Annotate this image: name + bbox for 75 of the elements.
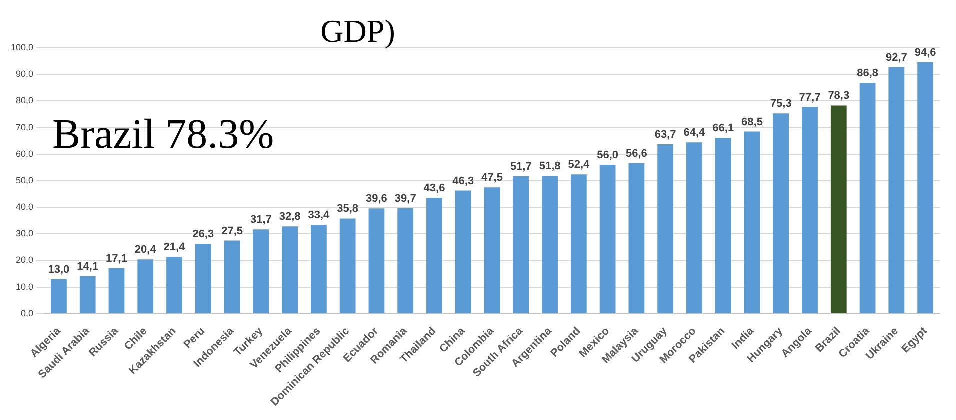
bar (80, 276, 96, 314)
bar (542, 176, 558, 314)
bar (253, 230, 270, 314)
data-label: 64,4 (684, 127, 706, 140)
bar (628, 163, 645, 314)
data-label: 68,5 (742, 116, 763, 128)
y-tick-label: 20,0 (16, 255, 34, 266)
bar (888, 67, 905, 314)
y-tick-label: 90,0 (16, 69, 34, 80)
data-label: 92,7 (886, 52, 908, 64)
bar (484, 188, 500, 314)
bar (802, 107, 818, 314)
bar (311, 225, 327, 314)
data-label: 47,5 (482, 172, 503, 184)
bar (686, 142, 702, 314)
y-tick-label: 0,0 (21, 308, 34, 318)
bar (918, 62, 934, 314)
data-label: 26,3 (192, 228, 214, 240)
data-label: 52,4 (568, 159, 590, 172)
bar (398, 208, 414, 314)
data-label: 39,6 (366, 193, 388, 206)
data-label: 94,6 (914, 46, 936, 59)
bar (166, 257, 182, 314)
data-label: 13,0 (48, 264, 70, 276)
data-label: 14,1 (77, 260, 99, 273)
data-label: 51,7 (510, 160, 532, 173)
bar (426, 198, 442, 314)
data-label: 75,3 (770, 98, 792, 110)
data-label: 77,7 (799, 92, 821, 104)
data-label: 86,8 (857, 68, 878, 80)
data-label: 63,7 (654, 129, 676, 142)
data-label: 32,8 (279, 211, 301, 224)
data-label: 78,3 (828, 90, 850, 102)
data-label: 66,1 (712, 122, 734, 135)
data-label: 51,8 (539, 160, 561, 173)
y-tick-label: 60,0 (16, 148, 34, 159)
bar (224, 240, 240, 314)
data-label: 27,5 (222, 225, 243, 238)
data-label: 20,4 (134, 244, 158, 256)
bar (570, 174, 587, 314)
y-tick-label: 70,0 (16, 122, 34, 132)
y-tick-label: 100,0 (10, 42, 34, 52)
chart-title: GDP) (320, 13, 396, 49)
data-label: 17,1 (106, 252, 128, 265)
data-label: 33,4 (308, 210, 331, 222)
bar (195, 244, 212, 314)
data-label: 35,8 (337, 203, 359, 216)
y-tick-label: 50,0 (16, 175, 34, 186)
data-label: 56,6 (626, 148, 648, 160)
y-tick-label: 10,0 (16, 282, 34, 292)
bar (282, 226, 298, 314)
data-label: 43,6 (424, 182, 446, 194)
data-label: 46,3 (452, 175, 474, 188)
bar (455, 190, 472, 314)
data-label: 31,7 (250, 214, 272, 226)
y-tick-label: 40,0 (16, 202, 34, 212)
bar (860, 83, 876, 314)
bar (600, 164, 616, 314)
annotation: Brazil 78.3% (52, 112, 274, 158)
data-label: 39,7 (394, 192, 416, 205)
bar (340, 218, 356, 314)
bar (658, 144, 674, 314)
bar (108, 268, 125, 314)
bar (744, 132, 760, 314)
bar (51, 279, 67, 314)
y-tick-label: 80,0 (16, 96, 34, 106)
bar (715, 138, 732, 314)
data-label: 56,0 (597, 150, 619, 162)
y-tick-label: 30,0 (16, 228, 34, 239)
bar (773, 114, 790, 314)
bar (830, 106, 847, 314)
bar (368, 208, 385, 314)
data-label: 21,4 (164, 242, 186, 254)
bar (513, 176, 530, 314)
bar (138, 260, 154, 314)
